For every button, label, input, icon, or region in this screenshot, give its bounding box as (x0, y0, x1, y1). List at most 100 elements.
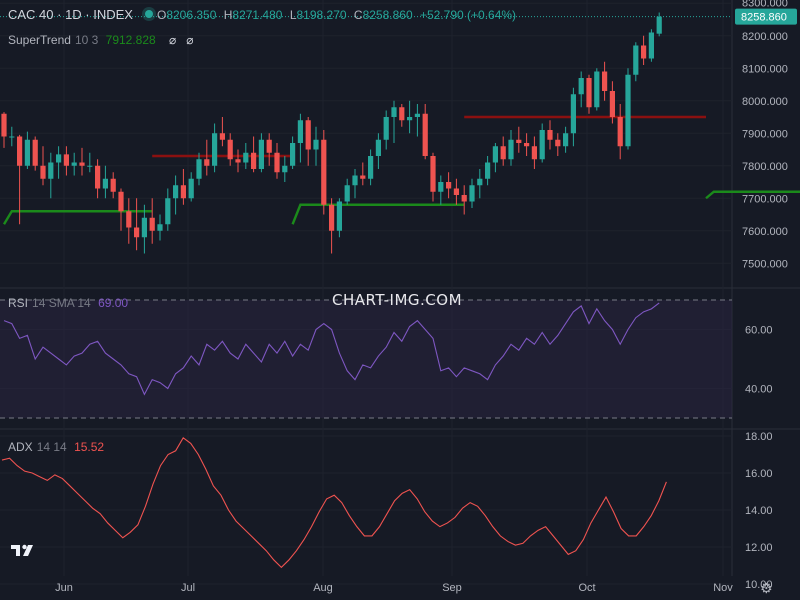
candle (368, 149, 374, 186)
candle (258, 133, 264, 173)
candle-body (594, 71, 600, 108)
adx-y-tick-label: 18.00 (745, 431, 773, 443)
settings-gear-icon[interactable]: ⚙ (760, 580, 773, 596)
candle (149, 198, 155, 244)
candle-body (430, 156, 436, 192)
candle-body (617, 117, 623, 147)
candle (375, 133, 381, 169)
symbol-title[interactable]: CAC 40 · 1D · INDEX (8, 7, 133, 22)
adx-name: ADX (8, 440, 33, 454)
candle-body (219, 133, 225, 140)
candle (87, 152, 93, 173)
high-label: H (223, 8, 233, 22)
candle (656, 12, 662, 37)
candle-body (438, 182, 444, 192)
close-value: 8258.860 (362, 8, 413, 22)
candle (40, 146, 46, 186)
candle (95, 159, 101, 199)
last-price-label: 8258.860 (741, 12, 787, 24)
candle (71, 152, 77, 176)
candle-body (305, 120, 311, 150)
adx-y-tick-label: 14.00 (745, 505, 773, 517)
candle-body (95, 165, 101, 189)
candle (609, 81, 615, 124)
x-tick-label: Oct (578, 582, 595, 594)
candle-body (17, 136, 23, 166)
adx-y-tick-label: 12.00 (745, 542, 773, 554)
candle (485, 156, 491, 186)
candle-body (656, 16, 662, 34)
candle (305, 117, 311, 166)
candle-body (24, 139, 30, 166)
candle-body (126, 211, 132, 228)
candle-body (282, 165, 288, 173)
candle-body (477, 178, 483, 186)
y-tick-label: 8300.000 (742, 0, 788, 9)
candle (391, 100, 397, 143)
candle-body (258, 139, 264, 169)
candle-body (134, 227, 140, 238)
candle-body (188, 178, 194, 199)
candle-body (196, 159, 202, 179)
candle-body (297, 120, 303, 143)
open-label: O (156, 8, 167, 22)
candle (102, 165, 108, 199)
candle-body (32, 139, 38, 166)
candle-body (375, 139, 381, 156)
candle (586, 74, 592, 114)
candle-body (516, 139, 522, 143)
candle-body (453, 188, 459, 195)
supertrend-legend[interactable]: SuperTrend 10 3 7912.828 ⌀ ⌀ (8, 32, 198, 48)
candle (212, 123, 218, 173)
visibility-icon[interactable]: ⌀ (186, 33, 194, 47)
candle (251, 136, 257, 173)
supertrend-lines (2, 115, 800, 225)
candle (63, 146, 69, 176)
x-tick-label: Nov (713, 582, 733, 594)
candle (17, 134, 23, 225)
candle-body (48, 162, 54, 179)
candle-body (102, 178, 108, 189)
candle-body (625, 74, 631, 147)
candle (141, 204, 147, 254)
candle (290, 136, 296, 169)
candle-body (9, 136, 15, 138)
y-tick-label: 7600.000 (742, 226, 788, 238)
candle (453, 178, 459, 205)
x-tick-label: Jun (55, 582, 73, 594)
candle-body (485, 162, 491, 179)
candle (594, 68, 600, 111)
adx-legend[interactable]: ADX 14 14 15.52 (8, 439, 108, 455)
candle (282, 156, 288, 182)
rsi-band (0, 300, 732, 418)
candle-body (274, 152, 280, 173)
y-tick-label: 7900.000 (742, 128, 788, 140)
supertrend-up-segment (291, 203, 465, 225)
candle-body (243, 152, 249, 163)
visibility-icon[interactable]: ⌀ (169, 33, 177, 47)
candle (313, 126, 319, 166)
y-tick-label: 8000.000 (742, 96, 788, 108)
candle-body (539, 130, 545, 160)
candle (118, 188, 124, 231)
rsi-legend[interactable]: RSI 14 SMA 14 69.00 (8, 295, 132, 311)
candle (477, 169, 483, 199)
candle (196, 152, 202, 186)
candle (329, 198, 335, 254)
supertrend-name: SuperTrend (8, 33, 71, 47)
rsi-pane (0, 299, 732, 419)
rsi-y-tick-label: 40.00 (745, 384, 773, 396)
tradingview-logo-icon[interactable] (11, 539, 37, 561)
candle-body (360, 175, 366, 179)
time-axis: Jun Jul Aug Sep Oct Nov (55, 582, 733, 594)
candle-body (524, 143, 530, 147)
candle-body (235, 159, 241, 163)
adx-y-tick-label: 16.00 (745, 468, 773, 480)
candle-body (344, 185, 350, 202)
rsi-y-tick-label: 60.00 (745, 325, 773, 337)
candle-body (329, 204, 335, 231)
candle (165, 188, 171, 231)
candle (1, 112, 7, 148)
x-tick-label: Aug (313, 582, 333, 594)
